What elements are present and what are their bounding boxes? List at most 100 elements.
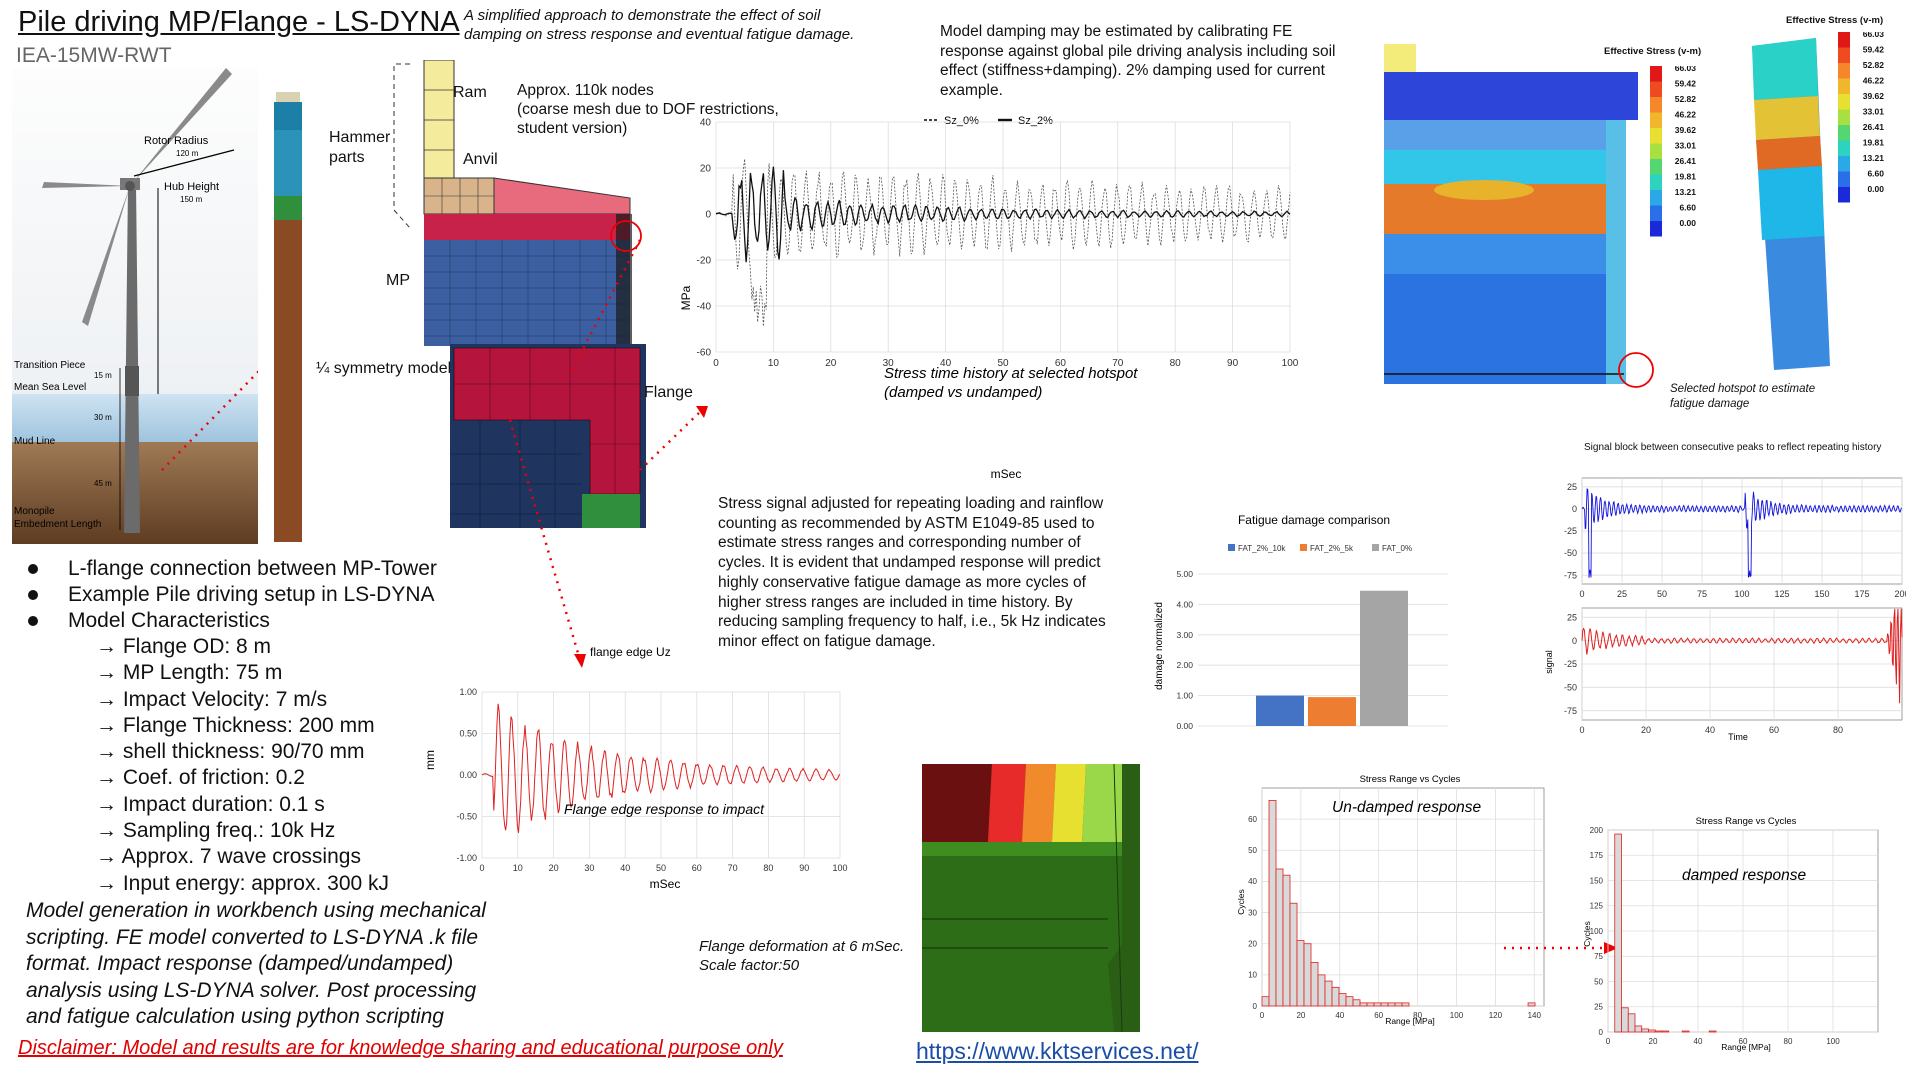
damping-note-line: Model damping may be estimated by calibr…: [940, 23, 1293, 40]
histogram-bar: [1681, 1030, 1690, 1033]
flange-deformation-note: Flange deformation at 6 mSec. Scale fact…: [699, 937, 904, 975]
grid: [715, 121, 1291, 353]
legend-swatch: [1838, 125, 1850, 141]
signal-block-title: Signal block between consecutive peaks t…: [1584, 442, 1882, 453]
histogram-bar: [1324, 980, 1333, 1007]
embedment-label: Embedment Length: [14, 519, 101, 530]
x-tick-label: 40: [1335, 1011, 1344, 1020]
y-tick-label: -40: [697, 302, 712, 313]
bullet-dot: [28, 590, 38, 600]
legend-swatch: [1650, 159, 1662, 175]
histogram-bar: [1366, 1002, 1375, 1007]
series-lines: [1581, 608, 1903, 704]
y-tick-label: 50: [1594, 977, 1603, 986]
x-tick-label: 20: [1641, 725, 1651, 735]
legend-swatch: [1650, 221, 1662, 237]
y-tick-label: 0: [705, 210, 711, 221]
characteristics-list: → Flange OD: 8 m → MP Length: 75 m → Imp…: [96, 634, 389, 897]
tower-contour-band: [1756, 136, 1822, 170]
legend-swatch: [1838, 78, 1850, 94]
monopile-label: Monopile: [14, 506, 55, 517]
nodes-line: Approx. 110k nodes: [517, 82, 654, 99]
tower-contour-model: [1752, 38, 1830, 370]
flange-top-mesh: [424, 214, 630, 240]
deform-line: [1113, 764, 1123, 1032]
legend-swatch: [1650, 112, 1662, 128]
y-tick-label: 100: [1590, 927, 1604, 936]
contour-hot-zone: [1434, 180, 1534, 200]
y-tick-label: 20: [700, 164, 712, 175]
legend-swatch: [1228, 544, 1235, 551]
contour-legend-2: 66.03 59.42 52.82 46.22 39.62 33.01 26.41 19.81…: [1838, 32, 1884, 203]
chart-annotation: (damped vs undamped): [884, 384, 1042, 401]
pile-column-model: [274, 92, 302, 542]
x-axis-label: mSec: [650, 877, 681, 891]
chart-title: flange edge Uz: [590, 645, 671, 659]
rainflow-line: Stress signal adjusted for repeating loa…: [718, 495, 1104, 512]
workflow-line: Model generation in workbench using mech…: [26, 899, 486, 922]
hub: [125, 181, 135, 191]
pile-hammer-segment: [274, 102, 302, 130]
histogram-bar: [1621, 1007, 1629, 1033]
y-tick-label: 0: [1572, 504, 1577, 514]
grid: [1581, 477, 1903, 585]
workflow-line: scripting. FE model converted to LS-DYNA…: [26, 925, 479, 949]
pointer-arrow: [508, 419, 582, 661]
x-tick-label: 90: [799, 863, 809, 873]
tower-contour-band: [1758, 166, 1824, 240]
series-lines: [1581, 488, 1902, 578]
x-tick-label: 60: [692, 863, 702, 873]
flange-edge-uz-chart: flange edge Uz 1.00 0.50 0.00 -0.50 -1.000 10…: [423, 645, 848, 891]
contour-band: [1384, 120, 1624, 150]
legend-label: FAT_2%_5k: [1310, 544, 1354, 553]
tick-labels: 1.00 0.50 0.00 -0.50 -1.000 10 20 30 40 50 60 70 80 9…: [456, 687, 847, 873]
histogram-bar: [1401, 1002, 1410, 1007]
histogram-bar: [1282, 874, 1291, 1007]
y-axis-label: signal: [1544, 650, 1554, 674]
y-tick-label: -50: [1564, 682, 1577, 692]
hammer-mp-model: [393, 60, 642, 346]
signal-line-undamped: [1581, 488, 1902, 578]
tower: [124, 184, 140, 533]
ram-label: Ram: [453, 84, 487, 101]
x-tick-label: 60: [1769, 725, 1779, 735]
y-tick-label: 0: [1253, 1002, 1258, 1011]
legend-swatch: [1650, 174, 1662, 190]
contour-wall: [1606, 120, 1626, 384]
x-tick-label: 80: [763, 863, 773, 873]
legend-swatch: [1838, 140, 1850, 156]
tick-labels: 5.00 4.00 3.00 2.00 1.00 0.00: [1176, 569, 1193, 731]
x-tick-label: 0: [1606, 1037, 1611, 1046]
legend-swatch: [1650, 81, 1662, 97]
deform-zone: [922, 842, 1126, 856]
damping-note-line: example.: [940, 81, 1003, 99]
page-title: Pile driving MP/Flange - LS-DYNA: [18, 6, 460, 38]
hotspot-line: Selected hotspot to estimate: [1670, 383, 1816, 395]
x-tick-label: 70: [1112, 358, 1124, 369]
legend-swatch: [1650, 205, 1662, 221]
flange-def-line: Flange deformation at 6 mSec.: [699, 938, 905, 955]
histogram-bar: [1296, 940, 1305, 1007]
legend-level: 6.60: [1867, 169, 1884, 179]
x-tick-label: 10: [768, 358, 780, 369]
y-tick-label: 50: [1248, 846, 1257, 855]
pile-flange-segment: [274, 196, 302, 220]
x-tick-label: 100: [1826, 1037, 1840, 1046]
x-tick-label: 40: [620, 863, 630, 873]
rainflow-line: reducing sampling frequency to half, i.e…: [718, 613, 1106, 631]
y-tick-label: 3.00: [1176, 630, 1193, 640]
legend-level: 52.82: [1675, 94, 1697, 104]
arrow-head: [574, 654, 586, 668]
x-tick-label: 150: [1814, 589, 1829, 599]
legend-level: 0.00: [1867, 184, 1884, 194]
legend-swatch: [1838, 47, 1850, 63]
rainflow-line: estimate stress ranges and corresponding…: [718, 534, 1081, 552]
tower-contour-band: [1754, 96, 1820, 140]
histogram-bar: [1661, 1030, 1670, 1033]
histogram-bar: [1268, 800, 1277, 1007]
chart-title: Stress Range vs Cycles: [1360, 774, 1461, 785]
series-line-sz2: [715, 166, 1291, 263]
arrow-head: [696, 406, 708, 418]
y-tick-label: 0: [1572, 636, 1577, 646]
website-link[interactable]: https://www.kktservices.net/: [916, 1038, 1199, 1064]
